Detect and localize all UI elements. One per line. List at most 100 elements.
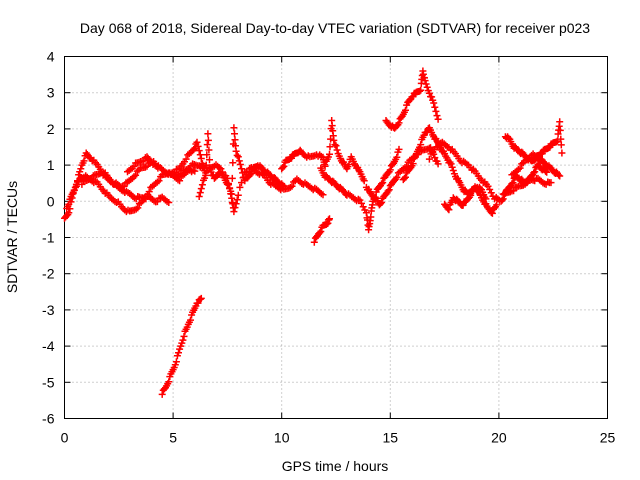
data-point bbox=[317, 228, 325, 235]
data-point bbox=[226, 185, 234, 193]
data-point bbox=[196, 189, 204, 197]
data-point bbox=[180, 332, 188, 340]
data-point bbox=[75, 171, 83, 179]
x-tick-label: 0 bbox=[61, 430, 69, 446]
plot-frame bbox=[64, 56, 608, 419]
data-point bbox=[185, 166, 193, 174]
data-point bbox=[145, 188, 153, 196]
data-point bbox=[377, 200, 384, 208]
data-point bbox=[316, 229, 324, 237]
data-point bbox=[332, 142, 340, 150]
data-point bbox=[155, 177, 163, 185]
data-point bbox=[558, 149, 566, 157]
data-point bbox=[234, 153, 242, 161]
data-point bbox=[459, 201, 467, 209]
data-point bbox=[193, 138, 201, 146]
data-point bbox=[557, 141, 565, 149]
data-point bbox=[488, 209, 496, 217]
data-point bbox=[523, 179, 531, 187]
y-tick-label: 1 bbox=[47, 157, 55, 173]
data-point bbox=[288, 182, 296, 190]
data-point bbox=[80, 157, 88, 165]
data-point bbox=[196, 151, 204, 159]
data-point bbox=[71, 183, 79, 191]
data-point bbox=[425, 155, 433, 163]
data-point bbox=[288, 154, 295, 162]
data-point bbox=[195, 193, 203, 200]
data-point bbox=[356, 196, 364, 204]
data-point bbox=[203, 141, 211, 149]
series-sat-b bbox=[63, 165, 199, 216]
data-point bbox=[225, 180, 232, 187]
data-point bbox=[487, 189, 495, 197]
data-point bbox=[203, 151, 211, 159]
data-point bbox=[431, 154, 439, 162]
data-point bbox=[546, 143, 554, 151]
data-point bbox=[333, 146, 341, 154]
data-point bbox=[326, 215, 333, 223]
data-point bbox=[498, 196, 506, 204]
y-tick-label: -2 bbox=[42, 266, 55, 282]
data-point bbox=[367, 213, 375, 221]
data-point bbox=[194, 299, 202, 307]
data-point bbox=[77, 165, 85, 173]
data-point bbox=[227, 190, 235, 198]
data-point bbox=[393, 173, 401, 181]
series-sat-k bbox=[382, 67, 442, 132]
data-point bbox=[385, 186, 393, 194]
data-point bbox=[556, 118, 564, 126]
data-markers bbox=[61, 67, 566, 398]
data-point bbox=[65, 209, 73, 217]
data-point bbox=[417, 141, 425, 149]
data-point bbox=[326, 143, 334, 151]
y-tick-label: -1 bbox=[42, 230, 55, 246]
data-point bbox=[542, 167, 550, 175]
data-point bbox=[165, 199, 173, 206]
y-tick-label: -3 bbox=[42, 302, 55, 318]
data-point bbox=[230, 124, 238, 132]
data-point bbox=[430, 99, 438, 107]
data-point bbox=[409, 160, 417, 168]
data-point bbox=[400, 174, 408, 182]
data-point bbox=[543, 168, 551, 176]
data-point bbox=[432, 107, 440, 115]
data-point bbox=[434, 160, 442, 168]
data-point bbox=[501, 189, 509, 197]
data-point bbox=[232, 200, 240, 208]
data-point bbox=[556, 172, 564, 180]
data-point bbox=[423, 83, 431, 91]
data-point bbox=[280, 162, 288, 170]
x-tick-label: 10 bbox=[274, 430, 290, 446]
data-point bbox=[425, 89, 433, 97]
data-point bbox=[195, 147, 203, 155]
data-point bbox=[196, 295, 204, 303]
series-sat-g bbox=[278, 117, 368, 185]
data-point bbox=[395, 119, 403, 127]
y-tick-label: 2 bbox=[47, 121, 55, 137]
data-point bbox=[555, 171, 563, 179]
x-axis-label: GPS time / hours bbox=[282, 458, 389, 474]
series-sat-d bbox=[124, 153, 162, 176]
data-point bbox=[134, 204, 142, 212]
chart-title: Day 068 of 2018, Sidereal Day-to-day VTE… bbox=[80, 20, 590, 36]
y-tick-label: -4 bbox=[42, 338, 55, 354]
data-point bbox=[187, 316, 194, 324]
data-point bbox=[154, 164, 162, 172]
data-point bbox=[72, 182, 80, 190]
data-point bbox=[229, 159, 237, 167]
data-point bbox=[236, 183, 244, 191]
data-point bbox=[233, 151, 241, 159]
series-sat-h bbox=[310, 215, 333, 246]
data-point bbox=[234, 191, 242, 199]
data-point bbox=[235, 157, 243, 165]
data-point bbox=[165, 378, 173, 386]
x-tick-label: 20 bbox=[491, 430, 507, 446]
y-axis-ticks: 4 3 2 1 0 -1 -2 -3 -4 -5 -6 bbox=[42, 49, 608, 427]
y-tick-label: 4 bbox=[47, 49, 55, 65]
data-point bbox=[445, 206, 453, 214]
data-point bbox=[360, 177, 368, 185]
data-point bbox=[158, 390, 166, 398]
data-point bbox=[416, 87, 424, 95]
data-point bbox=[467, 191, 475, 199]
